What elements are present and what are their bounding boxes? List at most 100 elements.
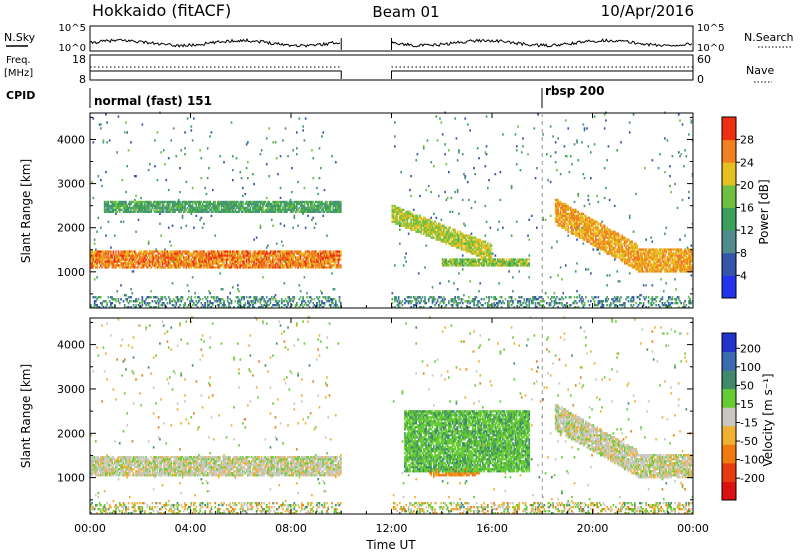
heatmap-cell: [155, 306, 157, 309]
heatmap-cell: [214, 206, 217, 210]
heatmap-cell: [205, 256, 208, 259]
heatmap-cell: [394, 264, 396, 267]
heatmap-cell: [245, 167, 248, 170]
heatmap-cell: [427, 228, 430, 231]
heatmap-cell: [556, 216, 558, 219]
heatmap-cell: [185, 258, 188, 261]
heatmap-cell: [272, 204, 274, 208]
heatmap-cell: [268, 254, 271, 257]
heatmap-cell: [593, 302, 596, 305]
heatmap-cell: [572, 220, 575, 223]
heatmap-cell: [461, 198, 464, 202]
heatmap-cell: [264, 208, 267, 211]
heatmap-cell: [90, 262, 92, 265]
heatmap-cell: [429, 232, 431, 235]
heatmap-cell: [134, 252, 136, 255]
heatmap-cell: [97, 260, 100, 263]
heatmap-cell: [582, 218, 585, 221]
heatmap-cell: [569, 220, 572, 223]
heatmap-cell: [426, 139, 429, 142]
heatmap-cell: [264, 252, 267, 255]
heatmap-cell: [152, 208, 155, 211]
heatmap-cell: [485, 244, 488, 247]
freq-panel: Freq. [MHz] 18 8 60 0 Nave: [4, 53, 774, 86]
heatmap-cell: [429, 224, 431, 227]
heatmap-cell: [103, 200, 106, 204]
heatmap-cell: [313, 226, 316, 229]
heatmap-cell: [397, 304, 400, 307]
heatmap-cell: [331, 300, 333, 303]
heatmap-cell: [151, 252, 154, 255]
heatmap-cell: [563, 210, 566, 213]
heatmap-cell: [460, 262, 463, 265]
heatmap-cell: [162, 208, 165, 211]
heatmap-cell: [204, 258, 206, 261]
heatmap-cell: [441, 234, 444, 237]
heatmap-cell: [200, 258, 203, 261]
heatmap-cell: [567, 220, 570, 223]
heatmap-cell: [195, 204, 198, 208]
heatmap-cell: [279, 210, 282, 213]
heatmap-cell: [234, 208, 237, 211]
heatmap-cell: [308, 262, 311, 265]
heatmap-cell: [394, 210, 396, 213]
heatmap-cell: [171, 224, 174, 227]
heatmap-cell: [179, 252, 181, 255]
heatmap-cell: [188, 266, 190, 269]
heatmap-cell: [392, 208, 395, 211]
heatmap-cell: [225, 260, 228, 263]
heatmap-cell: [274, 262, 277, 265]
heatmap-cell: [528, 304, 531, 307]
heatmap-cell: [332, 260, 335, 263]
heatmap-cell: [155, 256, 157, 259]
heatmap-cell: [459, 230, 461, 233]
heatmap-cell: [253, 254, 255, 257]
heatmap-cell: [278, 300, 281, 303]
heatmap-cell: [213, 298, 215, 301]
heatmap-cell: [245, 256, 248, 259]
heatmap-cell: [232, 286, 234, 289]
heatmap-cell: [333, 288, 336, 291]
heatmap-cell: [268, 204, 271, 208]
heatmap-cell: [186, 254, 189, 257]
heatmap-cell: [587, 224, 590, 227]
heatmap-cell: [100, 250, 102, 253]
heatmap-cell: [224, 210, 227, 213]
heatmap-cell: [291, 210, 293, 213]
heatmap-cell: [420, 216, 423, 219]
heatmap-cell: [211, 262, 214, 265]
heatmap-cell: [287, 262, 289, 265]
heatmap-cell: [123, 210, 126, 213]
heatmap-cell: [299, 304, 302, 307]
heatmap-cell: [220, 206, 223, 210]
heatmap-cell: [471, 264, 474, 267]
heatmap-cell: [152, 250, 155, 253]
heatmap-cell: [319, 204, 322, 208]
heatmap-cell: [324, 206, 327, 210]
heatmap-cell: [123, 250, 126, 253]
heatmap-cell: [454, 260, 456, 263]
heatmap-cell: [464, 244, 467, 247]
heatmap-cell: [337, 206, 340, 210]
heatmap-cell: [126, 300, 129, 303]
heatmap-cell: [210, 252, 213, 255]
heatmap-cell: [135, 298, 137, 301]
heatmap-cell: [223, 300, 225, 303]
heatmap-cell: [126, 256, 129, 259]
heatmap-cell: [412, 222, 415, 225]
heatmap-cell: [307, 202, 309, 206]
heatmap-cell: [216, 266, 219, 269]
heatmap-cell: [188, 204, 190, 208]
heatmap-cell: [228, 254, 230, 257]
heatmap-cell: [307, 300, 309, 303]
heatmap-cell: [277, 208, 279, 211]
heatmap-cell: [224, 258, 227, 261]
heatmap-cell: [504, 260, 507, 263]
heatmap-cell: [249, 252, 252, 255]
heatmap-cell: [466, 248, 469, 251]
heatmap-cell: [474, 240, 477, 243]
heatmap-cell: [194, 264, 196, 267]
heatmap-cell: [255, 260, 258, 263]
heatmap-cell: [396, 214, 399, 217]
heatmap-cell: [558, 298, 561, 301]
